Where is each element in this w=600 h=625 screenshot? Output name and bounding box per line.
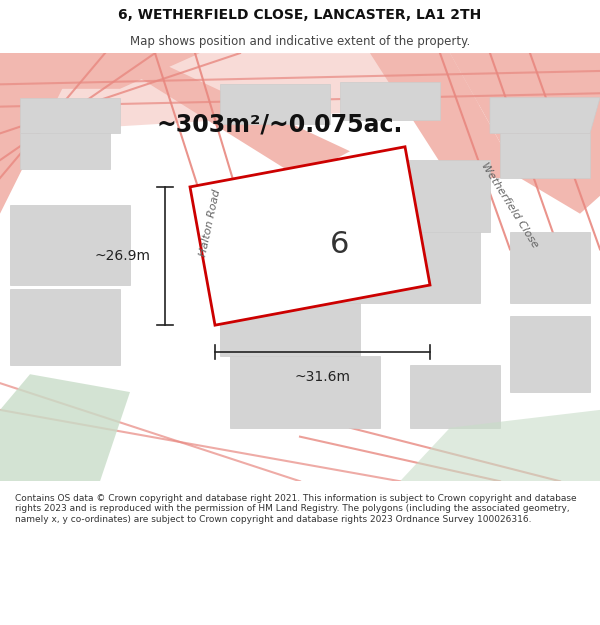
- Text: Wetherfield Close: Wetherfield Close: [479, 160, 541, 249]
- Polygon shape: [510, 316, 590, 392]
- Polygon shape: [100, 53, 350, 178]
- Polygon shape: [0, 374, 130, 481]
- Polygon shape: [220, 303, 360, 356]
- Text: ~31.6m: ~31.6m: [295, 370, 350, 384]
- Polygon shape: [340, 231, 480, 303]
- Text: ~303m²/~0.075ac.: ~303m²/~0.075ac.: [157, 112, 403, 136]
- Polygon shape: [340, 82, 440, 120]
- Polygon shape: [450, 53, 600, 214]
- Text: Contains OS data © Crown copyright and database right 2021. This information is : Contains OS data © Crown copyright and d…: [15, 494, 577, 524]
- Polygon shape: [220, 84, 330, 124]
- Polygon shape: [190, 147, 430, 325]
- Polygon shape: [340, 160, 490, 231]
- Polygon shape: [20, 133, 110, 169]
- Polygon shape: [0, 53, 200, 89]
- Polygon shape: [20, 98, 120, 133]
- Text: ~26.9m: ~26.9m: [95, 249, 151, 263]
- Text: Halton Road: Halton Road: [198, 188, 222, 257]
- Text: Map shows position and indicative extent of the property.: Map shows position and indicative extent…: [130, 35, 470, 48]
- Polygon shape: [510, 231, 590, 303]
- Polygon shape: [410, 365, 500, 428]
- Polygon shape: [400, 410, 600, 481]
- Polygon shape: [0, 53, 80, 214]
- Polygon shape: [500, 133, 590, 178]
- Text: 6, WETHERFIELD CLOSE, LANCASTER, LA1 2TH: 6, WETHERFIELD CLOSE, LANCASTER, LA1 2TH: [118, 8, 482, 22]
- Polygon shape: [230, 356, 380, 428]
- Polygon shape: [0, 53, 600, 133]
- Polygon shape: [490, 98, 600, 133]
- Polygon shape: [370, 53, 520, 178]
- Polygon shape: [10, 205, 130, 285]
- Polygon shape: [10, 289, 120, 365]
- Text: 6: 6: [331, 231, 350, 259]
